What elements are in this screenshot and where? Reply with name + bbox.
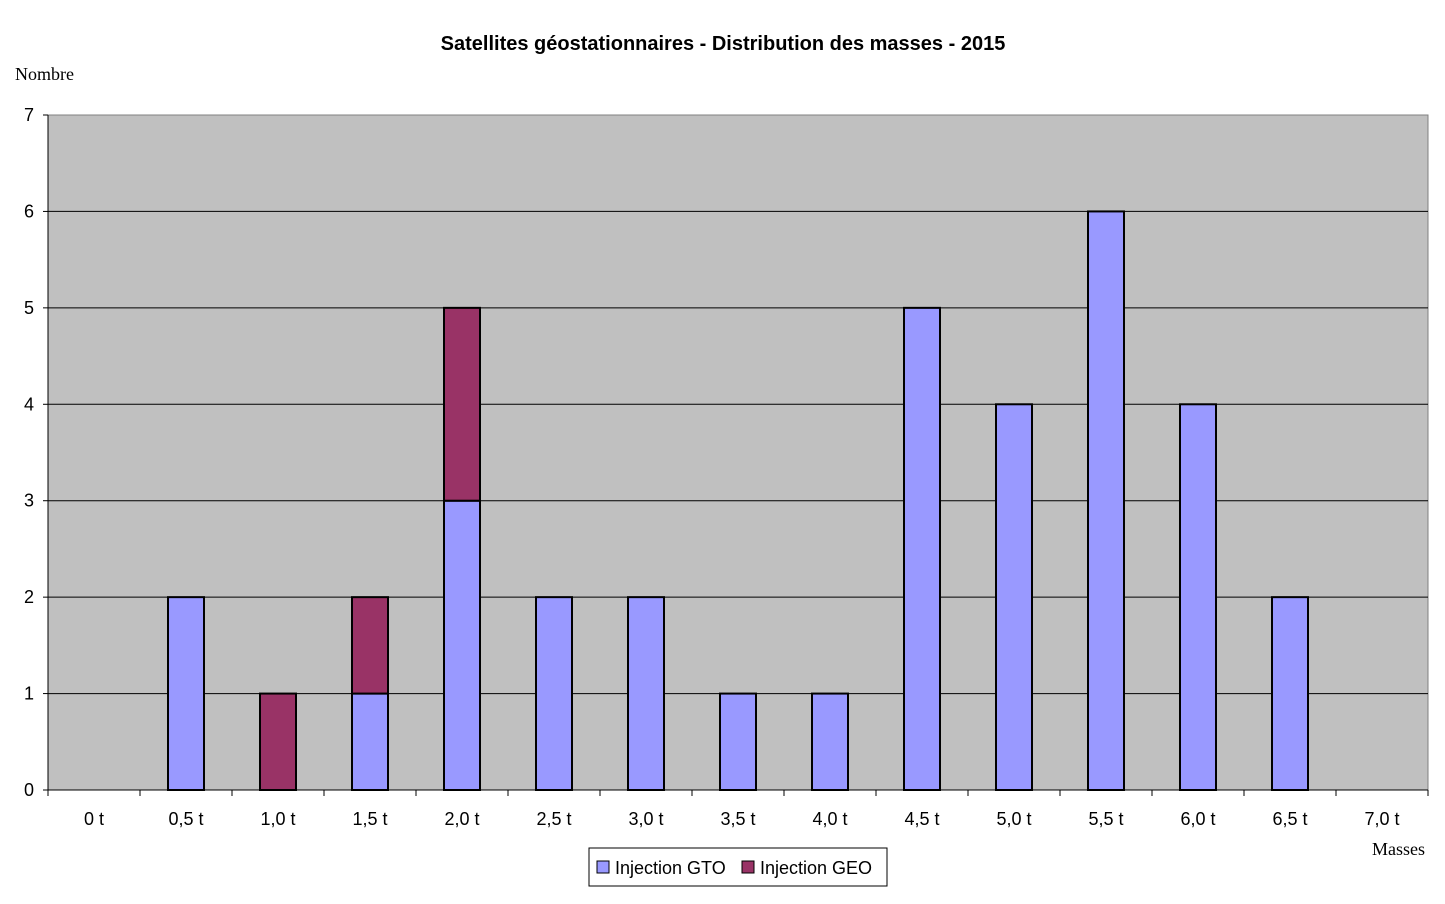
y-tick-label: 2 <box>24 587 34 607</box>
bar <box>443 306 481 502</box>
x-tick-label: 4,5 t <box>904 809 939 829</box>
x-tick-label: 7,0 t <box>1364 809 1399 829</box>
chart-title: Satellites géostationnaires - Distributi… <box>441 33 1006 55</box>
x-tick-label: 6,5 t <box>1272 809 1307 829</box>
legend-label: Injection GTO <box>615 858 726 878</box>
x-tick-label: 1,5 t <box>352 809 387 829</box>
bar <box>167 596 205 792</box>
x-tick-label: 2,5 t <box>536 809 571 829</box>
bar <box>903 306 941 791</box>
legend-label: Injection GEO <box>760 858 872 878</box>
bar <box>535 596 573 792</box>
bar <box>259 692 297 791</box>
bar <box>351 596 389 695</box>
x-tick-label: 5,5 t <box>1088 809 1123 829</box>
x-tick-label: 4,0 t <box>812 809 847 829</box>
x-tick-label: 6,0 t <box>1180 809 1215 829</box>
bar <box>443 499 481 791</box>
x-tick-label: 0 t <box>84 809 104 829</box>
bar <box>1271 596 1309 792</box>
y-tick-label: 0 <box>24 780 34 800</box>
x-tick-label: 3,5 t <box>720 809 755 829</box>
legend-swatch <box>741 860 755 874</box>
y-tick-label: 7 <box>24 105 34 125</box>
legend: Injection GTO Injection GEO <box>588 847 888 887</box>
x-tick-label: 1,0 t <box>260 809 295 829</box>
y-tick-label: 1 <box>24 684 34 704</box>
y-tick-label: 4 <box>24 394 34 414</box>
x-tick-label: 5,0 t <box>996 809 1031 829</box>
legend-box <box>588 847 888 887</box>
bar <box>1179 403 1217 791</box>
x-axis-label: Masses <box>1372 839 1425 859</box>
bar <box>1087 210 1125 791</box>
y-tick-label: 5 <box>24 298 34 318</box>
bar <box>719 692 757 791</box>
bars-layer <box>167 210 1309 792</box>
legend-swatch <box>596 860 610 874</box>
bar <box>351 692 389 791</box>
bar <box>995 403 1033 791</box>
x-tick-label: 2,0 t <box>444 809 479 829</box>
x-tick-label: 0,5 t <box>168 809 203 829</box>
y-axis-label: Nombre <box>15 64 74 84</box>
y-tick-label: 3 <box>24 491 34 511</box>
x-tick-label: 3,0 t <box>628 809 663 829</box>
bar <box>627 596 665 792</box>
axis-layer: 0 1 2 3 4 5 6 7 0 t 0,5 t 1,0 t 1,5 t 2,0 t 2,5 t 3,0 … <box>24 105 1429 829</box>
plot-area <box>47 114 1429 791</box>
y-tick-label: 6 <box>24 201 34 221</box>
bar <box>811 692 849 791</box>
